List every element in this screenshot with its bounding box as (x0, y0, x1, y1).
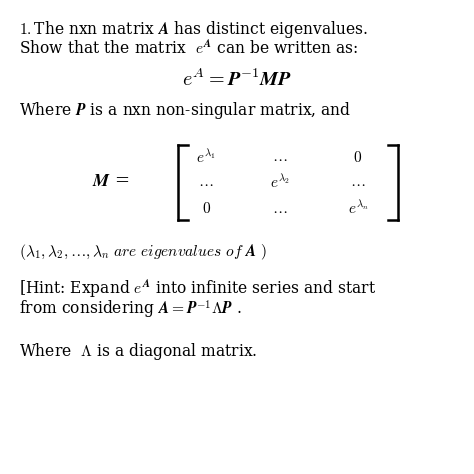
Text: $\ldots$: $\ldots$ (350, 175, 365, 189)
Text: $(\lambda_1, \lambda_2, \ldots, \lambda_n\ \mathit{are\ eigenvalues\ of}\ \bolds: $(\lambda_1, \lambda_2, \ldots, \lambda_… (19, 242, 266, 262)
Text: [Hint: Expand $e^{\boldsymbol{A}}$ into infinite series and start: [Hint: Expand $e^{\boldsymbol{A}}$ into … (19, 277, 376, 300)
Text: $e^{A} = \boldsymbol{P}^{-1}\boldsymbol{M}\boldsymbol{P}$: $e^{A} = \boldsymbol{P}^{-1}\boldsymbol{… (182, 69, 292, 90)
Text: from considering $\boldsymbol{A} = \boldsymbol{P}^{-1}\boldsymbol{\Lambda}\bolds: from considering $\boldsymbol{A} = \bold… (19, 299, 242, 321)
Text: $\ldots$: $\ldots$ (272, 201, 287, 216)
Text: $\ldots$: $\ldots$ (199, 175, 214, 189)
Text: $\boldsymbol{M}$ =: $\boldsymbol{M}$ = (92, 172, 130, 190)
Text: $0$: $0$ (353, 150, 363, 165)
Text: Where $\boldsymbol{P}$ is a nxn non-singular matrix, and: Where $\boldsymbol{P}$ is a nxn non-sing… (19, 100, 351, 120)
Text: $e^{\lambda_1}$: $e^{\lambda_1}$ (196, 148, 216, 166)
Text: $e^{\lambda_2}$: $e^{\lambda_2}$ (270, 173, 290, 191)
Text: $0$: $0$ (201, 201, 211, 216)
Text: Show that the matrix  $e^{\boldsymbol{A}}$ can be written as:: Show that the matrix $e^{\boldsymbol{A}}… (19, 39, 358, 58)
Text: $\mathbf{1.}$The nxn matrix $\boldsymbol{A}$ has distinct eigenvalues.: $\mathbf{1.}$The nxn matrix $\boldsymbol… (19, 19, 368, 40)
Text: $e^{\lambda_n}$: $e^{\lambda_n}$ (347, 200, 368, 218)
Text: $\ldots$: $\ldots$ (272, 150, 287, 164)
Text: Where  $\boldsymbol{\Lambda}$ is a diagonal matrix.: Where $\boldsymbol{\Lambda}$ is a diagon… (19, 341, 257, 362)
